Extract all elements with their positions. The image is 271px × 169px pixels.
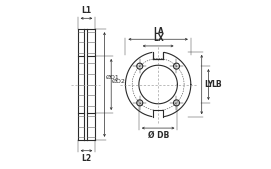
- Text: ØD2: ØD2: [112, 79, 126, 84]
- Text: L1: L1: [81, 6, 92, 15]
- Text: L2: L2: [81, 154, 92, 163]
- Text: LY: LY: [205, 80, 214, 89]
- Text: LA: LA: [153, 27, 163, 36]
- Text: LB: LB: [211, 80, 222, 89]
- Text: LX: LX: [153, 34, 163, 43]
- Text: ØD1: ØD1: [105, 75, 119, 80]
- Text: Ø DB: Ø DB: [147, 131, 169, 140]
